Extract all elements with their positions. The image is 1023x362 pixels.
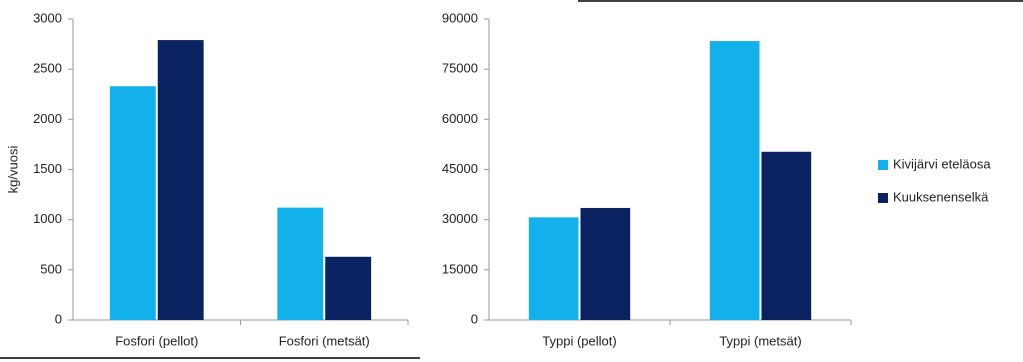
y-tick-label: 30000 bbox=[442, 211, 478, 226]
bar bbox=[277, 207, 324, 320]
bar bbox=[157, 40, 204, 320]
x-tick-label: Typpi (pellot) bbox=[542, 333, 616, 348]
y-tick-label: 2000 bbox=[33, 111, 62, 126]
y-tick-label: 75000 bbox=[442, 61, 478, 76]
x-tick-label: Fosfori (metsät) bbox=[279, 333, 370, 348]
bar bbox=[761, 151, 812, 320]
y-tick-label: 3000 bbox=[33, 10, 62, 25]
x-tick-label: Typpi (metsät) bbox=[719, 333, 801, 348]
legend-label: Kuuksenenselkä bbox=[893, 189, 989, 204]
bar bbox=[709, 41, 760, 320]
y-tick-label: 1000 bbox=[33, 211, 62, 226]
bar bbox=[325, 256, 372, 320]
y-tick-label: 500 bbox=[40, 261, 62, 276]
y-tick-label: 90000 bbox=[442, 10, 478, 25]
y-tick-label: 1500 bbox=[33, 161, 62, 176]
bar bbox=[528, 217, 579, 320]
y-tick-label: 60000 bbox=[442, 111, 478, 126]
y-tick-label: 2500 bbox=[33, 61, 62, 76]
legend-swatch bbox=[878, 160, 888, 170]
legend-swatch bbox=[878, 193, 888, 203]
y-tick-label: 0 bbox=[471, 311, 478, 326]
y-tick-label: 15000 bbox=[442, 261, 478, 276]
bar bbox=[109, 86, 156, 321]
legend-label: Kivijärvi eteläosa bbox=[893, 156, 991, 171]
y-tick-label: 45000 bbox=[442, 161, 478, 176]
y-tick-label: 0 bbox=[55, 311, 62, 326]
x-tick-label: Fosfori (pellot) bbox=[115, 333, 198, 348]
y-axis-label: kg/vuosi bbox=[5, 146, 20, 194]
bar bbox=[580, 207, 631, 320]
